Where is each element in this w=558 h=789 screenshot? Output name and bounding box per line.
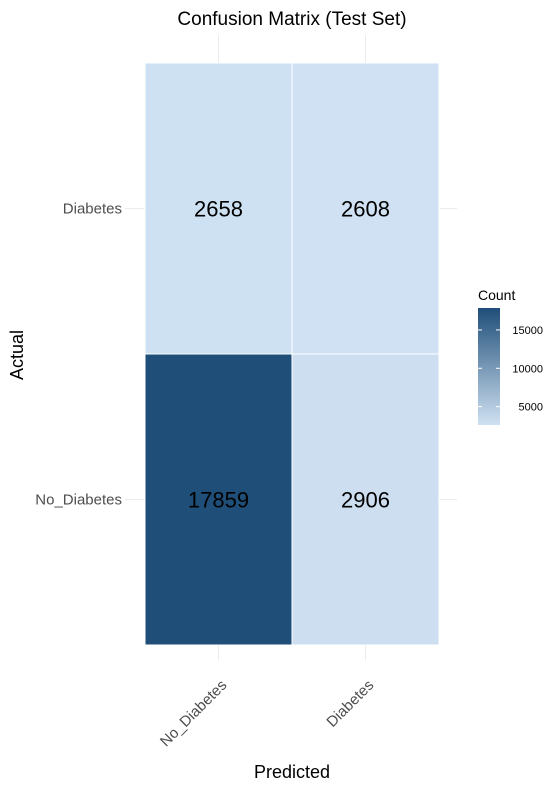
x-tick-label-diabetes: Diabetes (323, 677, 377, 731)
chart-title: Confusion Matrix (Test Set) (177, 9, 406, 30)
cell-value-labels: 2658 2608 17859 2906 (188, 197, 390, 513)
cell-value-diabetes-no-diabetes: 2658 (194, 197, 243, 222)
cell-value-no-diabetes-diabetes: 2906 (341, 488, 390, 513)
y-axis-tick-labels: Diabetes No_Diabetes (35, 201, 122, 509)
y-tick-label-diabetes: Diabetes (63, 201, 122, 218)
legend-tick-label-10000: 10000 (512, 363, 543, 375)
legend-tick-label-15000: 15000 (512, 325, 543, 337)
heatmap-cells (144, 62, 440, 646)
legend-color-bar (478, 308, 500, 425)
color-legend: Count 5000 10000 15000 (478, 287, 543, 425)
legend-title: Count (478, 287, 515, 303)
cell-value-diabetes-diabetes: 2608 (341, 197, 390, 222)
x-axis-title: Predicted (254, 762, 330, 782)
x-axis-tick-labels: No_Diabetes Diabetes (157, 677, 377, 750)
x-tick-label-no-diabetes: No_Diabetes (157, 677, 230, 750)
heatmap-cell-diabetes-no-diabetes (144, 62, 293, 355)
cell-value-no-diabetes-no-diabetes: 17859 (188, 488, 249, 513)
heatmap-cell-no-diabetes-diabetes (291, 353, 440, 646)
legend-tick-label-5000: 5000 (519, 402, 543, 414)
y-tick-label-no-diabetes: No_Diabetes (35, 492, 122, 509)
legend-ticks: 5000 10000 15000 (478, 325, 543, 414)
heatmap-cell-no-diabetes-no-diabetes (144, 353, 293, 646)
y-axis-title: Actual (7, 330, 27, 380)
